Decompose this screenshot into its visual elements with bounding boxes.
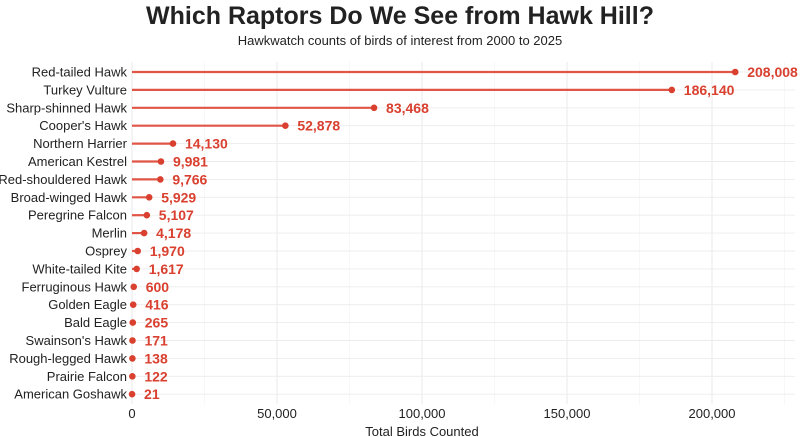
value-label: 5,107 (159, 207, 194, 223)
category-label: Red-shouldered Hawk (0, 172, 127, 187)
category-label: Cooper's Hawk (39, 118, 127, 133)
lollipop-point (133, 265, 140, 273)
value-label: 186,140 (684, 82, 735, 98)
value-label: 1,617 (149, 261, 184, 277)
value-label: 83,468 (386, 100, 429, 116)
lollipop-point (157, 158, 165, 165)
x-axis-label: Total Birds Counted (365, 424, 478, 437)
lollipop-point (129, 355, 136, 362)
category-label: Osprey (85, 244, 127, 259)
category-label: Bald Eagle (64, 315, 127, 330)
category-label: Peregrine Falcon (28, 208, 127, 223)
lollipop-point (134, 247, 142, 255)
chart-subtitle: Hawkwatch counts of birds of interest fr… (237, 33, 563, 48)
value-label: 416 (145, 297, 169, 313)
value-label: 208,008 (747, 64, 798, 80)
category-label: Swainson's Hawk (26, 333, 128, 348)
x-tick-label: 0 (128, 406, 135, 421)
category-label: Prairie Falcon (47, 369, 127, 384)
category-label: White-tailed Kite (32, 261, 127, 276)
x-tick-label: 100,000 (399, 406, 446, 421)
lollipop-point (130, 283, 138, 291)
x-tick-label: 200,000 (689, 406, 736, 421)
value-label: 138 (144, 350, 168, 366)
lollipop-point (145, 194, 153, 201)
category-label: Broad-winged Hawk (11, 190, 128, 205)
lollipop-point (731, 68, 739, 76)
value-label: 5,929 (161, 189, 196, 205)
category-label: Sharp-shinned Hawk (6, 100, 127, 115)
lollipop-point (143, 211, 151, 219)
value-label: 265 (145, 315, 169, 331)
value-label: 600 (146, 279, 170, 295)
category-label: Rough-legged Hawk (9, 351, 127, 366)
value-label: 122 (144, 368, 168, 384)
lollipop-point (282, 122, 289, 129)
value-label: 52,878 (297, 118, 340, 134)
category-label: American Goshawk (14, 387, 127, 402)
value-label: 9,766 (172, 171, 207, 187)
lollipop-point (169, 140, 177, 147)
value-label: 14,130 (185, 136, 228, 152)
lollipop-point (370, 104, 378, 112)
x-tick-label: 50,000 (257, 406, 297, 421)
category-label: Merlin (92, 226, 127, 241)
category-label: Turkey Vulture (43, 82, 127, 97)
category-label: Golden Eagle (48, 297, 127, 312)
category-label: Red-tailed Hawk (32, 65, 128, 80)
lollipop-point (129, 301, 137, 309)
x-tick-label: 150,000 (544, 406, 591, 421)
lollipop-point (129, 373, 136, 380)
lollipop-point (140, 229, 148, 237)
value-label: 1,970 (150, 243, 185, 259)
category-label: Northern Harrier (33, 136, 128, 151)
category-label: Ferruginous Hawk (22, 279, 128, 294)
value-label: 4,178 (156, 225, 191, 241)
lollipop-point (668, 86, 676, 94)
category-label: American Kestrel (28, 154, 127, 169)
lollipop-point (157, 176, 164, 183)
lollipop-point (129, 319, 137, 326)
value-label: 21 (144, 386, 160, 402)
chart-title: Which Raptors Do We See from Hawk Hill? (146, 2, 654, 30)
value-label: 9,981 (173, 154, 208, 170)
value-label: 171 (144, 333, 168, 349)
lollipop-point (128, 390, 136, 398)
lollipop-point (129, 337, 136, 344)
